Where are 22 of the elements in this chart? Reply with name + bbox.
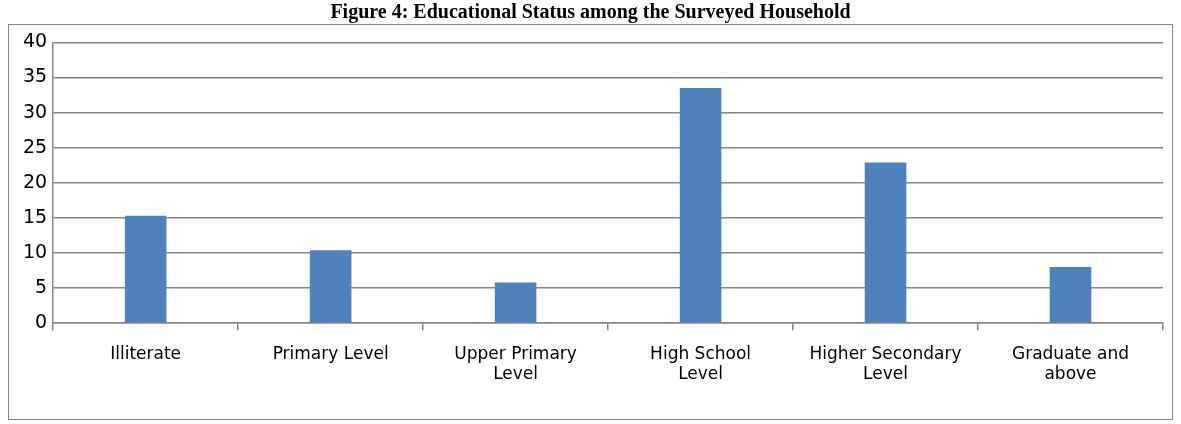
bar <box>864 162 907 323</box>
x-tick-label: Higher Secondary Level <box>809 342 962 384</box>
y-tick-label: 0 <box>35 310 48 333</box>
x-tick-label: Upper Primary Level <box>454 342 577 384</box>
chart-title: Figure 4: Educational Status among the Surveyed Household <box>329 0 852 22</box>
y-tick-label: 30 <box>22 99 48 122</box>
bar <box>124 215 167 323</box>
bar <box>1049 267 1092 323</box>
y-tick-label: 15 <box>22 204 48 227</box>
bar <box>679 88 722 323</box>
y-tick-label: 10 <box>22 239 48 262</box>
y-tick-label: 5 <box>35 275 48 298</box>
bar <box>494 282 537 323</box>
y-tick-label: 40 <box>22 29 48 52</box>
y-tick-label: 35 <box>22 64 48 87</box>
bar <box>309 250 352 323</box>
x-tick-label: Primary Level <box>272 342 389 363</box>
y-tick-label: 20 <box>22 169 48 192</box>
y-tick-label: 25 <box>22 134 48 157</box>
x-tick-label: Graduate and above <box>1011 342 1130 384</box>
x-tick-label: High School Level <box>650 342 752 384</box>
x-tick-label: Illiterate <box>110 342 182 363</box>
